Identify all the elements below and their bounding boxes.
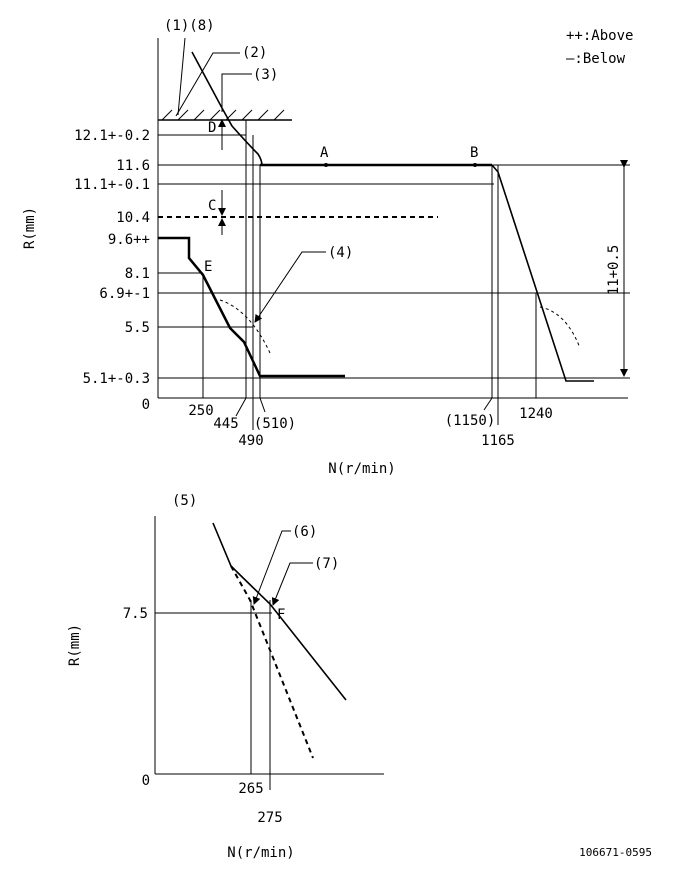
curve-1-8 [191,51,263,167]
callout-4: (4) [328,245,353,261]
dimension-label: 11+0.5 [606,245,622,296]
xtick-490: 490 [238,433,263,449]
xtick-275: 275 [257,810,282,826]
label-point-c: C [208,198,216,214]
droop-dashed-tail [539,306,581,349]
ytick-9-6: 9.6++ [108,232,150,248]
ytick-5-1: 5.1+-0.3 [83,371,150,387]
droop-curve [491,164,594,382]
legend-below: —:Below [566,51,626,67]
point-b-mark [473,163,477,167]
ytick-11-6: 11.6 [116,158,150,174]
xtick-445-leader [235,397,247,417]
idle-dashed-tail [219,299,271,354]
bottom-origin: 0 [142,773,150,789]
xtick-1150: (1150) [445,413,496,429]
label-point-a: A [320,145,329,161]
leader-6 [252,530,291,605]
callout-3: (3) [253,67,278,83]
label-point-f: F [277,607,285,623]
xtick-510-leader [259,397,266,413]
ytick-11-1: 11.1+-0.1 [74,177,150,193]
stopper-hatching [161,109,285,121]
xtick-1240: 1240 [519,406,553,422]
ytick-7-5: 7.5 [123,606,148,622]
bottom-chart: (5) (6) (7) F 7.5 0 265 275 R(mm) N(r/mi… [67,493,384,861]
leader-7 [271,562,313,606]
xtick-250: 250 [188,403,213,419]
ytick-8-1: 8.1 [125,266,150,282]
leader-1-8 [177,37,186,116]
callout-2: (2) [242,45,267,61]
top-y-axis-label: R(mm) [22,207,38,249]
top-chart: (1)(8) (2) (3) (4) A B C D E 12.1+-0.2 1… [22,18,630,477]
callout-6: (6) [292,524,317,540]
callout-7: (7) [314,556,339,572]
top-origin: 0 [142,397,150,413]
xtick-1150-leader [483,397,493,411]
xtick-265: 265 [238,781,263,797]
bottom-x-axis-label: N(r/min) [227,845,294,861]
leader-3 [221,73,252,112]
ytick-5-5: 5.5 [125,320,150,336]
ytick-12-1: 12.1+-0.2 [74,128,150,144]
leader-2 [175,52,240,117]
legend-above: ++:Above [566,28,633,44]
bottom-dashed-curve [230,565,314,759]
callout-1-8: (1)(8) [164,18,215,34]
label-point-b: B [470,145,478,161]
leader-4 [254,251,326,323]
ytick-10-4: 10.4 [116,210,150,226]
xtick-1165: 1165 [481,433,515,449]
ytick-6-9: 6.9+-1 [99,286,150,302]
drawing-id: 106671-0595 [579,846,652,859]
top-x-axis-label: N(r/min) [328,461,395,477]
point-a-mark [324,163,328,167]
callout-5: (5) [172,493,197,509]
xtick-510: (510) [254,416,296,432]
xtick-445: 445 [213,416,238,432]
idle-curve [158,236,345,378]
bottom-y-axis-label: R(mm) [67,624,83,666]
label-point-d: D [208,120,216,136]
label-point-e: E [204,259,212,275]
